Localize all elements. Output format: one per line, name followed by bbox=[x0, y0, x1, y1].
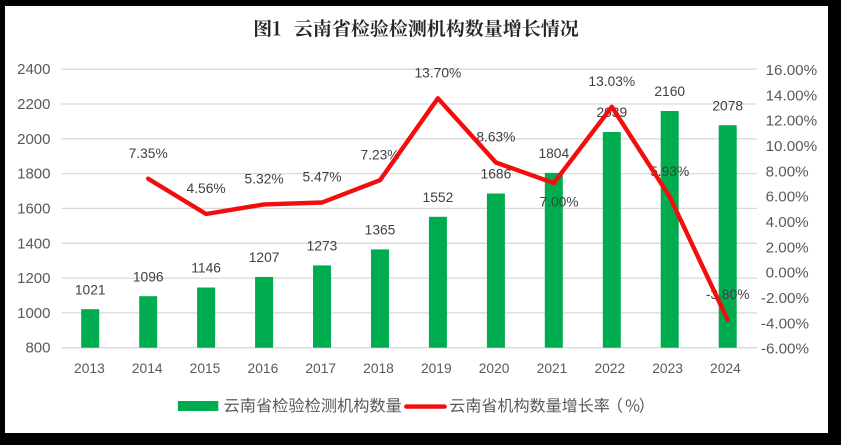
svg-text:2023: 2023 bbox=[652, 361, 683, 376]
svg-text:2400: 2400 bbox=[17, 61, 50, 78]
svg-text:1800: 1800 bbox=[17, 166, 50, 183]
svg-text:1021: 1021 bbox=[75, 282, 106, 297]
svg-text:10.00%: 10.00% bbox=[766, 138, 818, 155]
svg-text:2017: 2017 bbox=[305, 361, 336, 376]
svg-text:12.00%: 12.00% bbox=[766, 113, 818, 130]
svg-text:1096: 1096 bbox=[133, 269, 164, 284]
svg-text:1400: 1400 bbox=[17, 235, 50, 252]
svg-text:800: 800 bbox=[25, 340, 50, 357]
svg-text:1600: 1600 bbox=[17, 200, 50, 217]
svg-text:7.35%: 7.35% bbox=[129, 146, 168, 161]
svg-text:8.63%: 8.63% bbox=[476, 130, 515, 145]
svg-text:0.00%: 0.00% bbox=[766, 265, 809, 282]
svg-text:2022: 2022 bbox=[594, 361, 625, 376]
svg-text:5.93%: 5.93% bbox=[650, 164, 689, 179]
svg-text:7.23%: 7.23% bbox=[360, 147, 399, 162]
svg-text:16.00%: 16.00% bbox=[766, 62, 818, 79]
svg-text:2078: 2078 bbox=[712, 98, 743, 113]
svg-text:5.32%: 5.32% bbox=[245, 172, 284, 187]
svg-text:2024: 2024 bbox=[710, 361, 741, 376]
svg-text:2200: 2200 bbox=[17, 96, 50, 113]
svg-text:2.00%: 2.00% bbox=[766, 239, 809, 256]
svg-text:2160: 2160 bbox=[654, 84, 685, 99]
svg-text:2020: 2020 bbox=[479, 361, 510, 376]
svg-text:4.00%: 4.00% bbox=[766, 214, 809, 231]
svg-text:1000: 1000 bbox=[17, 305, 50, 322]
svg-text:6.00%: 6.00% bbox=[766, 189, 809, 206]
svg-text:1686: 1686 bbox=[481, 167, 512, 182]
svg-text:1200: 1200 bbox=[17, 270, 50, 287]
svg-text:2015: 2015 bbox=[190, 361, 221, 376]
svg-text:8.00%: 8.00% bbox=[766, 163, 809, 180]
svg-text:2021: 2021 bbox=[537, 361, 568, 376]
svg-text:2016: 2016 bbox=[248, 361, 279, 376]
svg-text:4.56%: 4.56% bbox=[187, 181, 226, 196]
svg-text:1273: 1273 bbox=[307, 239, 338, 254]
svg-text:-4.00%: -4.00% bbox=[761, 315, 809, 332]
svg-text:-2.00%: -2.00% bbox=[761, 290, 809, 307]
svg-text:2014: 2014 bbox=[132, 361, 163, 376]
svg-text:2018: 2018 bbox=[363, 361, 394, 376]
svg-text:2013: 2013 bbox=[74, 361, 105, 376]
svg-text:1804: 1804 bbox=[538, 146, 569, 161]
svg-text:13.70%: 13.70% bbox=[415, 65, 462, 80]
svg-text:-6.00%: -6.00% bbox=[761, 341, 809, 358]
svg-text:2019: 2019 bbox=[421, 361, 452, 376]
svg-text:7.00%: 7.00% bbox=[539, 195, 578, 210]
svg-text:1146: 1146 bbox=[191, 261, 221, 276]
svg-text:14.00%: 14.00% bbox=[766, 87, 818, 104]
svg-text:2000: 2000 bbox=[17, 131, 50, 148]
svg-text:1552: 1552 bbox=[423, 190, 454, 205]
svg-text:13.03%: 13.03% bbox=[588, 74, 635, 89]
svg-text:1207: 1207 bbox=[249, 250, 280, 265]
svg-text:1365: 1365 bbox=[365, 223, 396, 238]
svg-text:5.47%: 5.47% bbox=[302, 170, 341, 185]
